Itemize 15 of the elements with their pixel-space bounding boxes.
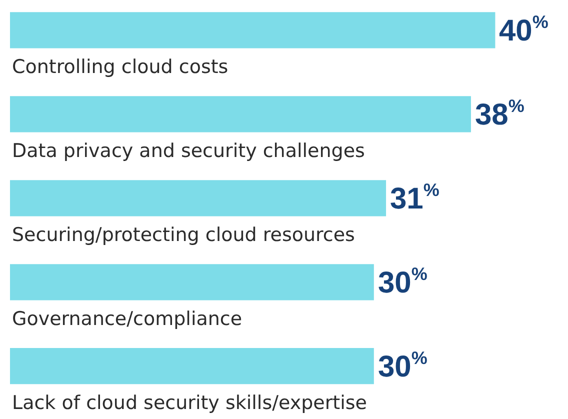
data-label: 38$^{%}$ <box>475 96 524 132</box>
bar <box>10 12 496 48</box>
bar <box>10 264 374 300</box>
y-tick-label: Securing/protecting cloud resources <box>12 224 355 246</box>
data-label: 30$^{%}$ <box>378 264 428 300</box>
bar <box>10 348 374 384</box>
data-label: 30$^{%}$ <box>378 348 428 384</box>
y-tick-label: Controlling cloud costs <box>12 56 228 78</box>
data-label: 31$^{%}$ <box>390 180 440 216</box>
data-label: 40$^{%}$ <box>499 12 548 48</box>
bar <box>10 180 386 216</box>
y-tick-label: Data privacy and security challenges <box>12 140 365 162</box>
y-tick-label: Lack of cloud security skills/expertise <box>12 392 367 414</box>
bar <box>10 96 471 132</box>
y-tick-label: Governance/compliance <box>12 308 242 330</box>
